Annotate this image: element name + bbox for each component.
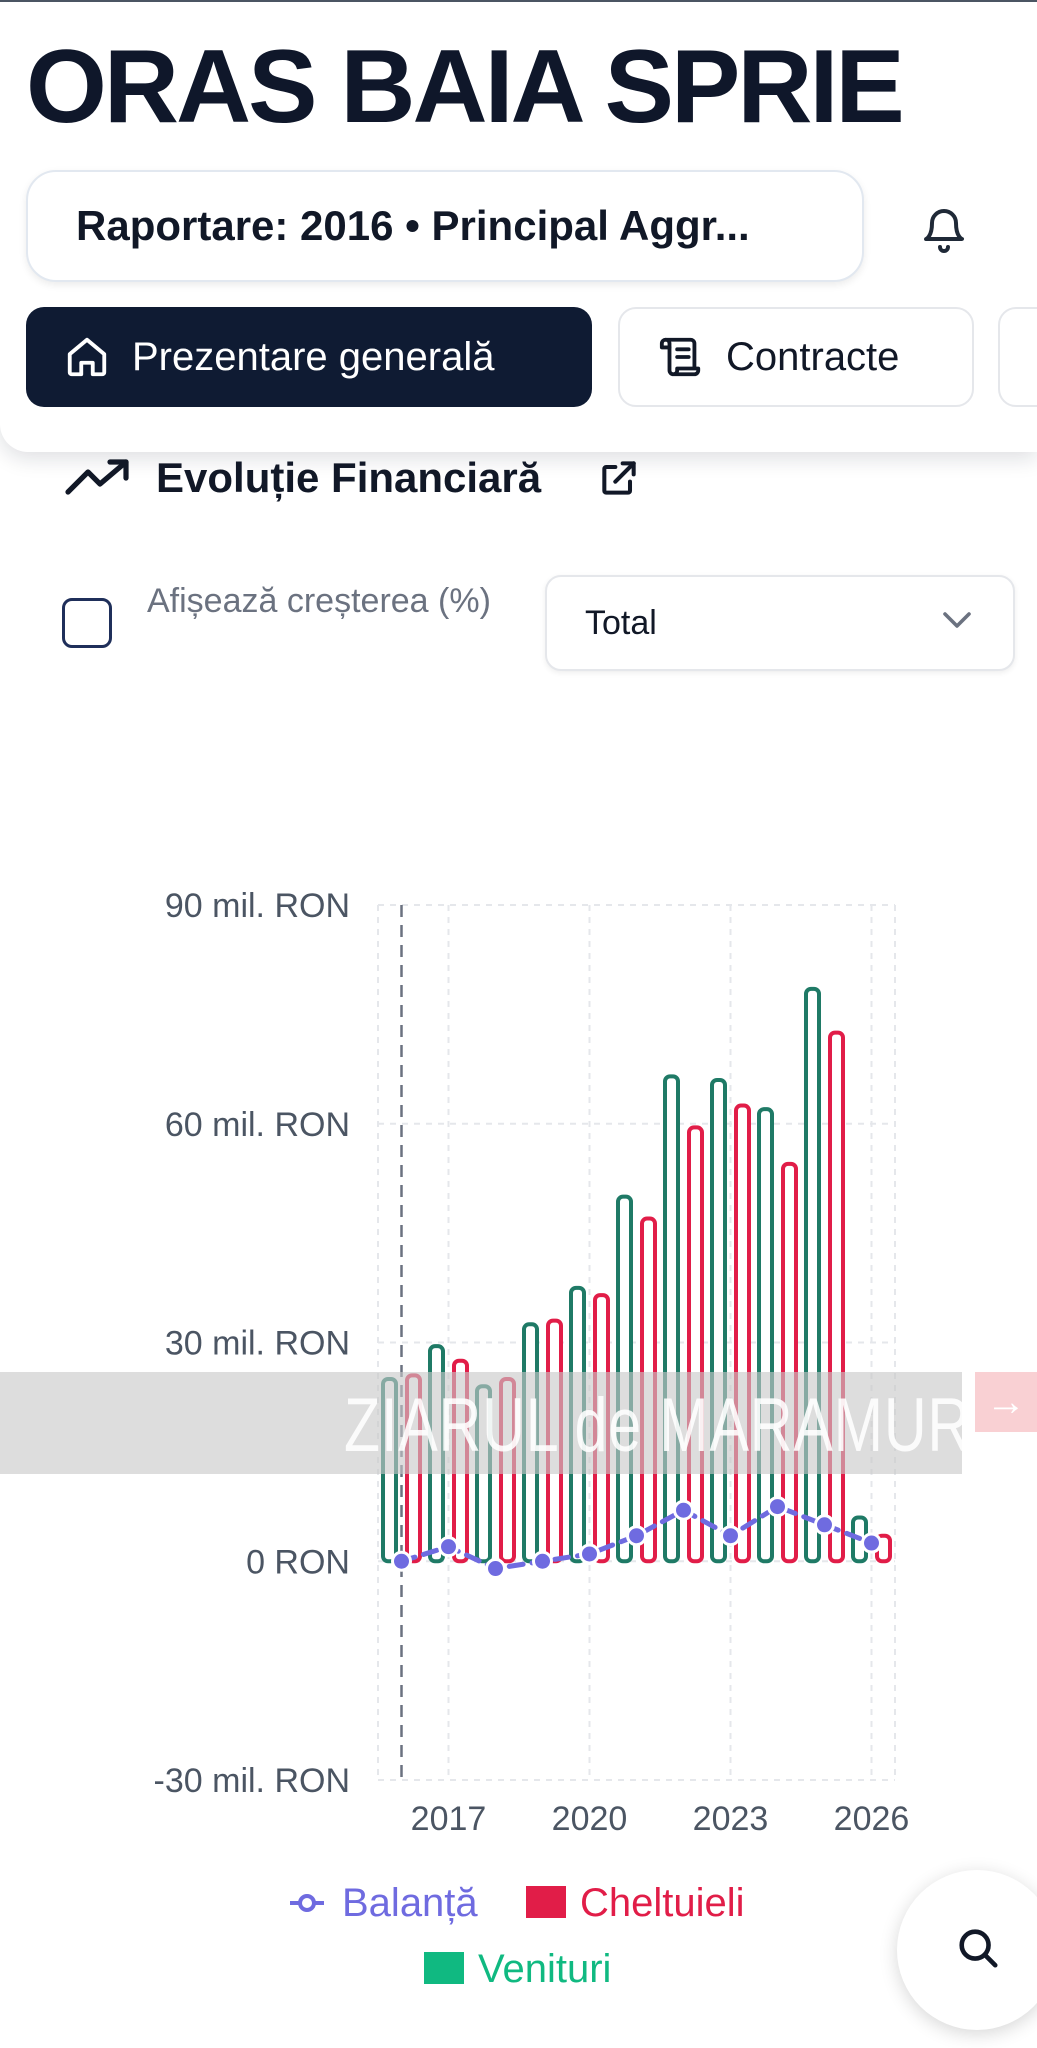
bar-venituri [757,1107,774,1564]
balanta-line [399,1503,874,1572]
legend-cheltuieli-label: Cheltuieli [580,1881,745,1925]
balanta-point [532,1550,553,1572]
balanta-point [391,1550,412,1572]
tab-more[interactable] [998,307,1037,407]
balanta-point [626,1525,647,1547]
bar-cheltuieli [687,1125,704,1564]
y-tick-label: 60 mil. RON [165,1106,350,1144]
chevron-down-icon [941,610,973,630]
legend-balanta: Balanță [290,1881,478,1925]
x-tick-label: 2023 [693,1800,769,1838]
y-tick-label: -30 mil. RON [154,1762,350,1800]
tab-contracts-label: Contracte [726,334,900,379]
legend-venituri: Venituri [424,1947,611,1991]
tab-overview-label: Prezentare generală [132,334,495,379]
legend-cheltuieli-swatch [526,1886,566,1918]
bar-venituri [804,986,821,1564]
trending-up-icon [64,458,130,498]
tab-overview[interactable]: Prezentare generală [26,307,592,407]
document-scroll-icon [658,334,704,380]
y-tick-label: 90 mil. RON [165,887,350,925]
financial-evolution-chart: 90 mil. RON 60 mil. RON 30 mil. RON 0 RON -3… [154,887,910,1991]
balanta-point [814,1514,835,1536]
balanta-point [438,1536,459,1558]
header-card: ORAS BAIA SPRIE Raportare: 2016 • Princi… [0,0,1037,452]
home-icon [64,334,110,380]
watermark-arrow-icon[interactable]: → [975,1372,1037,1432]
bar-cheltuieli [734,1103,751,1564]
bar-venituri [663,1074,680,1564]
watermark-logo: ZIARUL de MARAMUREȘ [344,1383,1037,1468]
legend-balanta-marker [298,1894,316,1912]
x-tick-label: 2020 [552,1800,628,1838]
watermark-band [0,1372,962,1474]
growth-checkbox-label: Afișează creșterea (%) [147,582,491,620]
balanta-point [673,1499,694,1521]
bar-venituri [710,1078,727,1564]
legend-venituri-swatch [424,1952,464,1984]
bell-icon[interactable] [912,197,976,261]
legend-venituri-label: Venituri [478,1947,611,1991]
balanta-point [861,1532,882,1554]
entity-title: ORAS BAIA SPRIE [26,29,905,145]
bar-cheltuieli [828,1030,845,1564]
search-icon [955,1925,1001,1976]
legend-cheltuieli: Cheltuieli [526,1881,745,1925]
legend-balanta-label: Balanță [342,1881,478,1925]
x-tick-label: 2017 [411,1800,487,1838]
balanta-point [720,1525,741,1547]
mode-select-value: Total [585,603,657,642]
search-button[interactable] [897,1870,1037,2030]
tab-contracts[interactable]: Contracte [618,307,974,407]
y-tick-label: 0 RON [246,1543,350,1581]
balanta-point [579,1543,600,1565]
section-title-text: Evoluție Financiară [156,454,542,501]
section-title: Evoluție Financiară [64,454,641,502]
mode-select[interactable]: Total [545,575,1015,671]
report-period-selector[interactable]: Raportare: 2016 • Principal Aggr... [26,170,864,282]
x-tick-label: 2026 [834,1800,910,1838]
growth-checkbox[interactable] [62,598,112,648]
external-link-icon[interactable] [597,456,641,500]
y-tick-label: 30 mil. RON [165,1325,350,1363]
balanta-point [485,1558,506,1580]
balanta-point [767,1496,788,1518]
